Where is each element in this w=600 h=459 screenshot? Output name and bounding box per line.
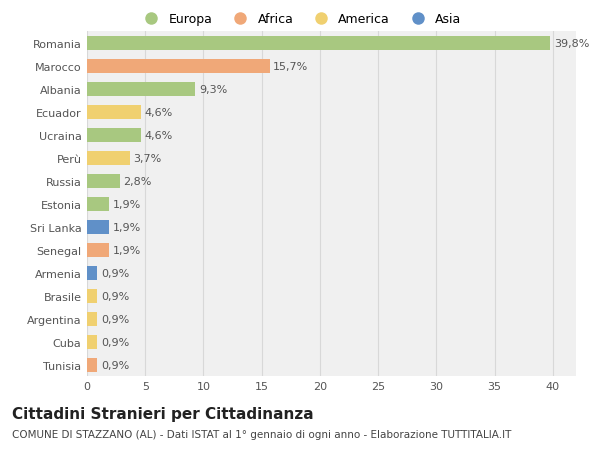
Text: COMUNE DI STAZZANO (AL) - Dati ISTAT al 1° gennaio di ogni anno - Elaborazione T: COMUNE DI STAZZANO (AL) - Dati ISTAT al … [12, 429, 511, 439]
Text: 2,8%: 2,8% [123, 176, 151, 186]
Bar [87, 358, 97, 372]
Bar [87, 60, 270, 73]
Bar [87, 37, 550, 50]
Bar [87, 174, 119, 188]
Text: 0,9%: 0,9% [101, 337, 129, 347]
Bar [87, 83, 195, 96]
Bar [87, 220, 109, 234]
Bar [87, 151, 130, 165]
Bar [87, 243, 109, 257]
Legend: Europa, Africa, America, Asia: Europa, Africa, America, Asia [139, 13, 461, 26]
Text: 15,7%: 15,7% [273, 62, 308, 72]
Text: 4,6%: 4,6% [144, 107, 172, 118]
Text: 1,9%: 1,9% [113, 245, 141, 255]
Bar [87, 129, 140, 142]
Bar [87, 197, 109, 211]
Text: 4,6%: 4,6% [144, 130, 172, 140]
Text: 1,9%: 1,9% [113, 199, 141, 209]
Text: 9,3%: 9,3% [199, 84, 227, 95]
Bar [87, 289, 97, 303]
Text: 0,9%: 0,9% [101, 268, 129, 278]
Text: 0,9%: 0,9% [101, 314, 129, 324]
Text: 0,9%: 0,9% [101, 360, 129, 370]
Text: 1,9%: 1,9% [113, 222, 141, 232]
Text: 0,9%: 0,9% [101, 291, 129, 301]
Text: 3,7%: 3,7% [134, 153, 162, 163]
Text: 39,8%: 39,8% [554, 39, 589, 49]
Text: Cittadini Stranieri per Cittadinanza: Cittadini Stranieri per Cittadinanza [12, 406, 314, 421]
Bar [87, 106, 140, 119]
Bar [87, 266, 97, 280]
Bar [87, 335, 97, 349]
Bar [87, 312, 97, 326]
